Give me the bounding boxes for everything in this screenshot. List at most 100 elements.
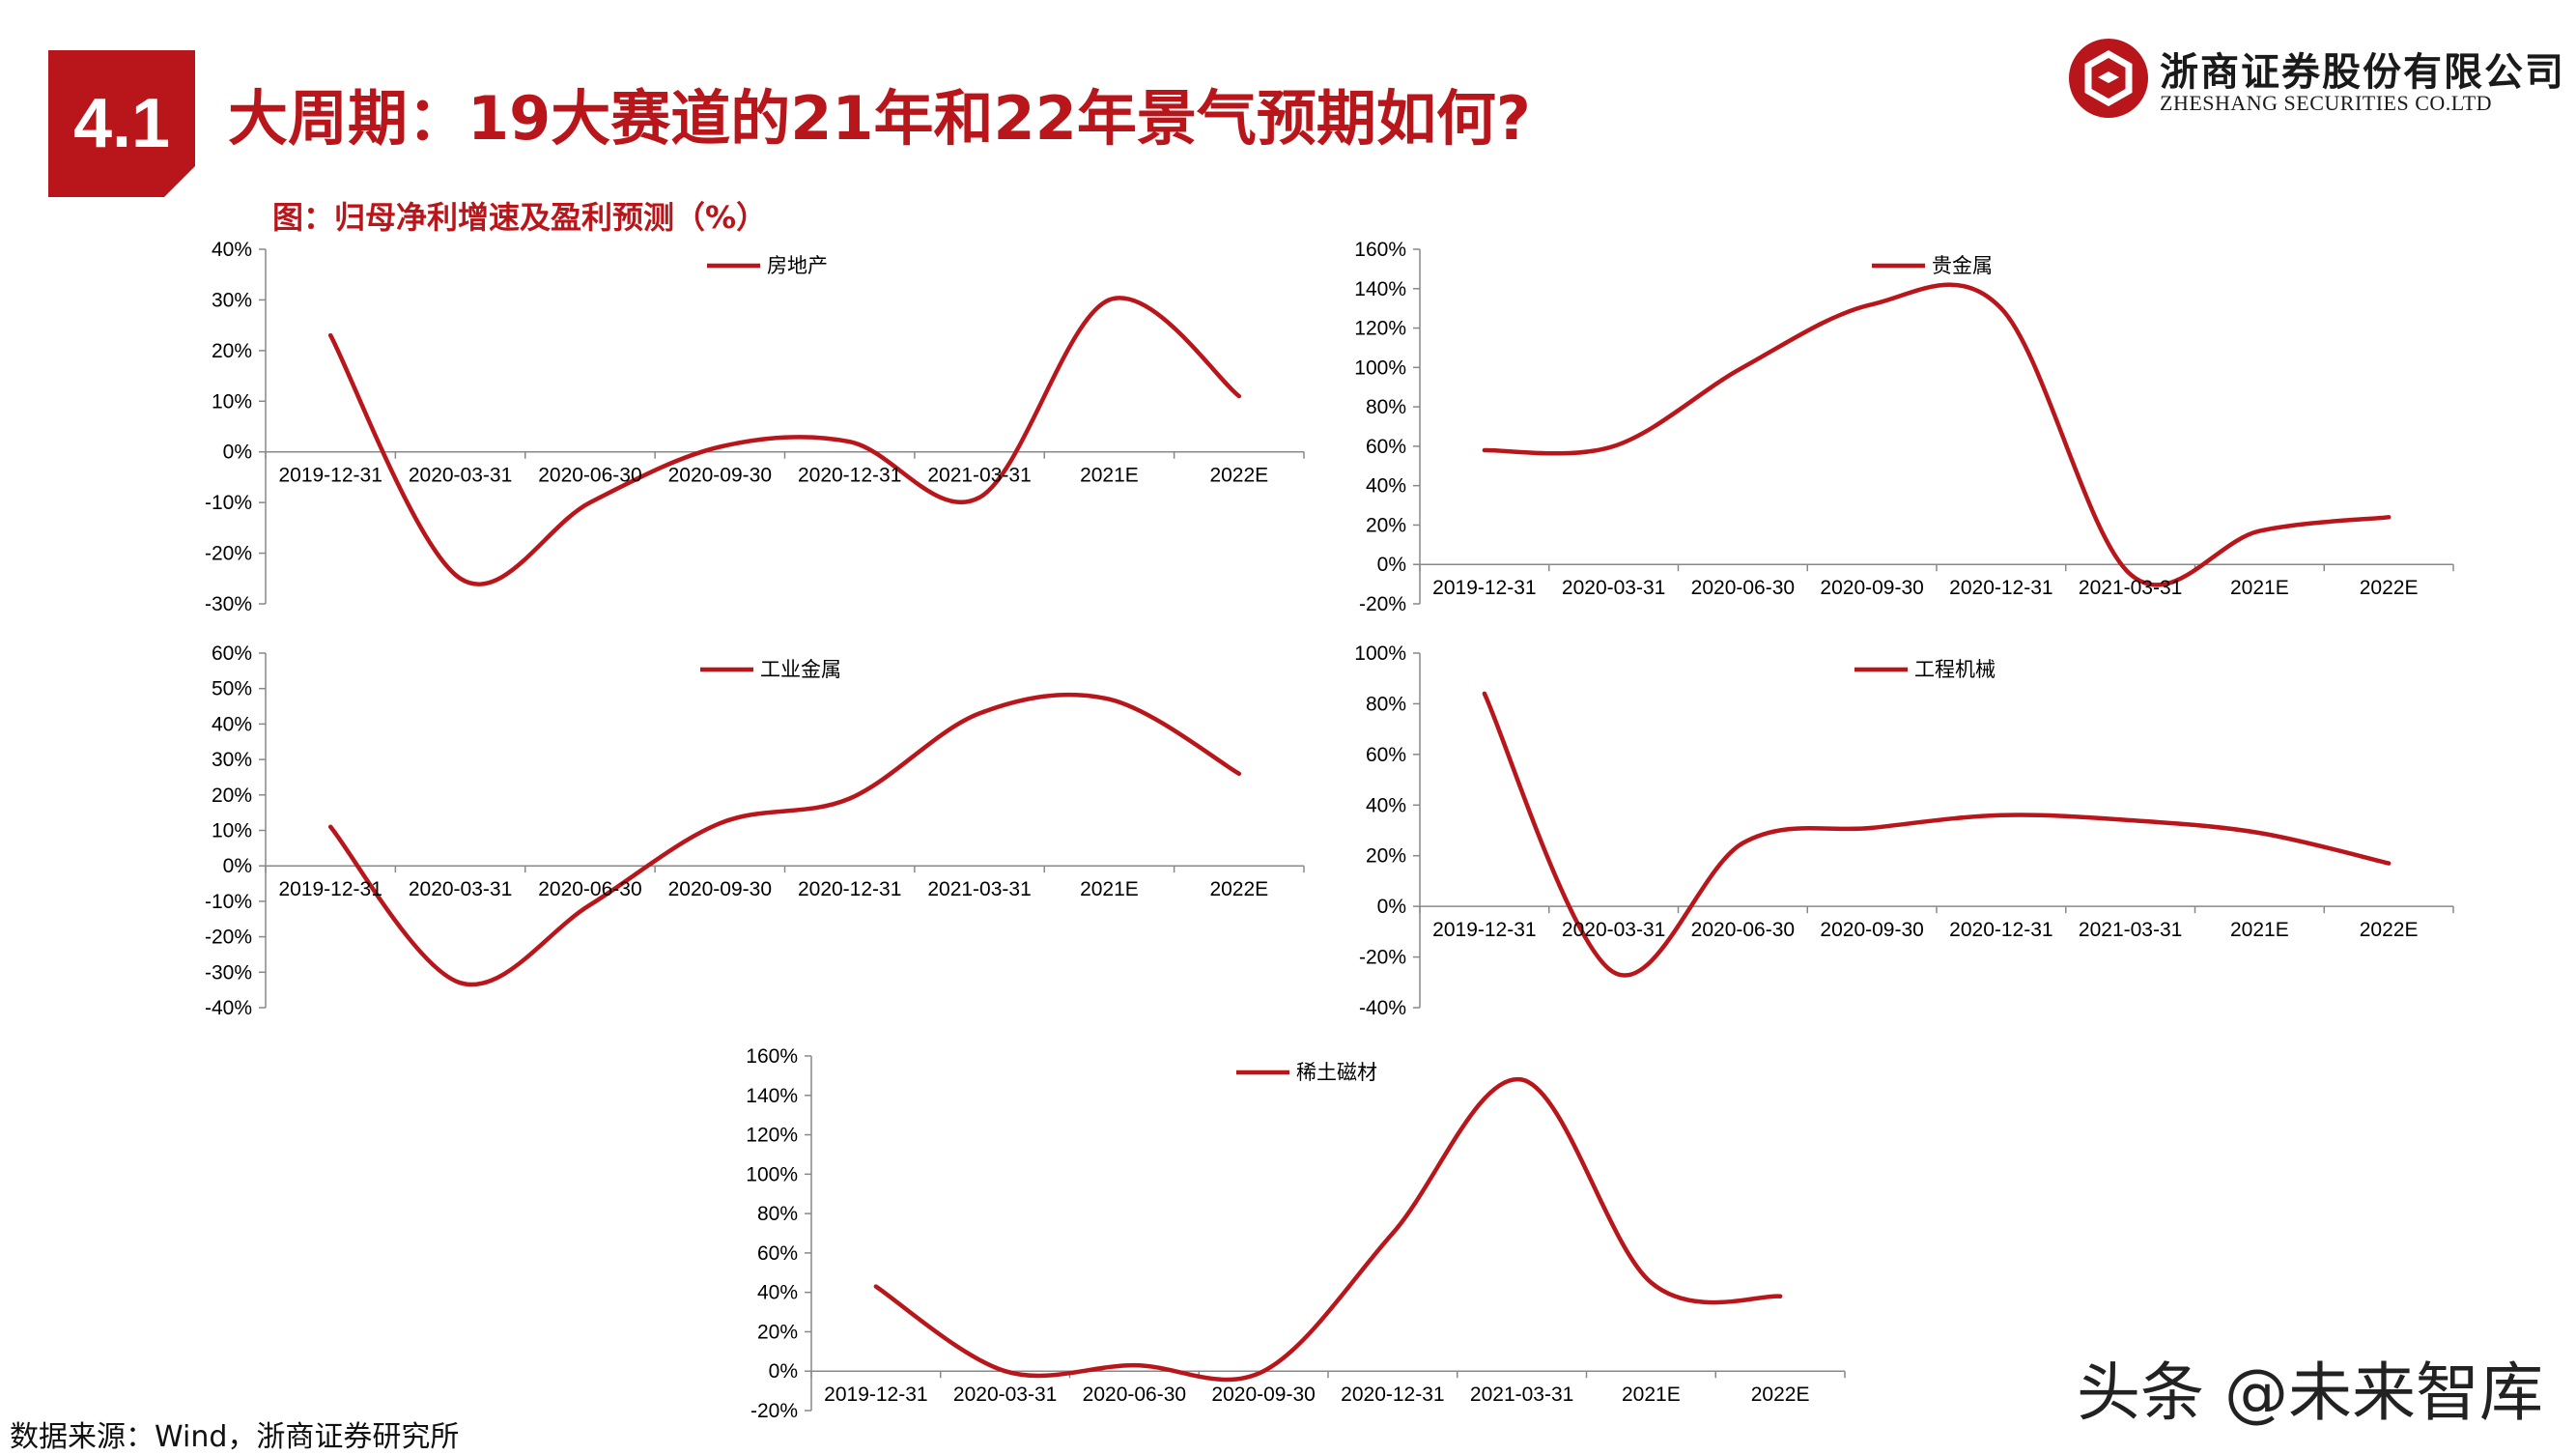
y-tick-label: 30%	[212, 749, 252, 771]
data-point	[1741, 841, 1745, 845]
x-tick-label: 2022E	[2360, 577, 2419, 599]
data-point	[328, 333, 333, 338]
x-tick-label: 2022E	[1209, 878, 1268, 900]
y-tick-label: -20%	[205, 927, 252, 949]
legend-label: 工业金属	[760, 659, 841, 681]
y-tick-label: 30%	[212, 289, 252, 311]
data-point	[2387, 515, 2392, 520]
data-point	[1132, 1363, 1137, 1368]
x-tick-label: 2020-12-31	[1949, 919, 2052, 941]
brand-name-en: ZHESHANG SECURITIES CO.LTD	[2160, 91, 2493, 115]
x-tick-label: 2020-09-30	[1820, 577, 1923, 599]
y-tick-label: 160%	[746, 1045, 798, 1068]
x-tick-label: 2021-03-31	[927, 878, 1031, 900]
data-point	[1998, 813, 2003, 817]
y-tick-label: -10%	[205, 891, 252, 913]
y-tick-label: 40%	[1366, 475, 1406, 498]
x-tick-label: 2019-12-31	[278, 878, 382, 900]
data-point	[1107, 697, 1112, 701]
x-tick-label: 2022E	[1751, 1384, 1810, 1406]
y-tick-label: 20%	[757, 1321, 798, 1343]
series-line	[873, 1077, 1783, 1383]
x-tick-label: 2020-06-30	[1083, 1384, 1186, 1406]
x-tick-label: 2019-12-31	[1432, 577, 1536, 599]
x-tick-label: 2020-06-30	[538, 878, 641, 900]
y-tick-label: -30%	[205, 593, 252, 615]
x-tick-label: 2020-09-30	[1211, 1384, 1315, 1406]
y-tick-label: 80%	[757, 1203, 798, 1225]
data-point	[1778, 1294, 1783, 1298]
data-point	[847, 796, 852, 801]
section-number-badge: 4.1	[48, 50, 195, 197]
x-tick-label: 2020-03-31	[1562, 919, 1665, 941]
brand-logo: 浙商证券股份有限公司 ZHESHANG SECURITIES CO.LTD	[2067, 37, 2563, 124]
data-point	[587, 500, 592, 505]
x-tick-label: 2020-09-30	[668, 878, 772, 900]
y-tick-label: 0%	[769, 1360, 798, 1383]
y-tick-label: 0%	[223, 442, 252, 464]
x-tick-label: 2022E	[2360, 919, 2419, 941]
chart-precious-metals: -20% 0% 20% 40% 60% 80% 100% 120% 140% 160% 2019-1…	[1354, 239, 2454, 615]
y-tick-label: 10%	[212, 390, 252, 413]
x-tick-label: 2019-12-31	[1432, 919, 1536, 941]
data-point	[1482, 447, 1486, 452]
y-tick-label: 100%	[1354, 357, 1406, 379]
y-tick-label: 20%	[212, 340, 252, 362]
y-tick-label: -20%	[750, 1400, 798, 1422]
data-point	[2387, 861, 2392, 866]
zheshang-logo-icon	[2069, 39, 2148, 118]
data-point	[847, 440, 852, 444]
y-tick-label: 0%	[1377, 896, 1406, 918]
x-tick-label: 2021-03-31	[1470, 1384, 1573, 1406]
page-title: 大周期：19大赛道的21年和22年景气预期如何?	[228, 83, 1531, 154]
x-tick-label: 2021-03-31	[2079, 577, 2182, 599]
data-point	[977, 495, 982, 499]
y-tick-label: -20%	[1359, 593, 1406, 615]
y-tick-label: 40%	[1366, 794, 1406, 816]
y-tick-label: 20%	[1366, 514, 1406, 536]
data-point	[718, 444, 722, 449]
data-point	[1998, 306, 2003, 311]
x-tick-label: 2020-03-31	[409, 878, 512, 900]
data-point	[458, 981, 463, 985]
y-tick-label: 120%	[1354, 318, 1406, 340]
data-point	[1870, 302, 1875, 307]
y-tick-label: 80%	[1366, 396, 1406, 418]
data-point	[1107, 298, 1112, 302]
x-tick-label: 2021E	[1080, 878, 1139, 900]
data-point	[1390, 1231, 1395, 1236]
x-tick-label: 2020-03-31	[409, 465, 512, 487]
data-point	[977, 711, 982, 716]
data-point	[2257, 831, 2262, 836]
data-point	[587, 902, 592, 907]
figure-title: 图：归母净利增速及盈利预测（%）	[272, 199, 768, 236]
y-tick-label: 50%	[212, 678, 252, 700]
x-tick-label: 2021E	[1080, 465, 1139, 487]
y-tick-label: 60%	[1366, 744, 1406, 766]
legend-label: 稀土磁材	[1296, 1062, 1377, 1084]
y-tick-label: 40%	[212, 713, 252, 735]
x-tick-label: 2019-12-31	[824, 1384, 927, 1406]
x-tick-label: 2020-06-30	[1691, 919, 1795, 941]
y-tick-label: 120%	[746, 1125, 798, 1147]
y-tick-label: 140%	[1354, 278, 1406, 300]
y-tick-label: 80%	[1366, 693, 1406, 715]
data-point	[1236, 394, 1241, 399]
data-point	[1649, 1280, 1654, 1285]
x-tick-label: 2020-06-30	[538, 465, 641, 487]
y-tick-label: 40%	[212, 239, 252, 261]
data-point	[1870, 825, 1875, 830]
series-line	[1482, 282, 2392, 587]
x-tick-label: 2020-03-31	[953, 1384, 1057, 1406]
data-point	[1236, 771, 1241, 776]
y-tick-label: 20%	[212, 785, 252, 807]
data-point	[1261, 1369, 1266, 1374]
y-tick-label: 160%	[1354, 239, 1406, 261]
data-point	[1611, 970, 1616, 975]
x-tick-label: 2020-06-30	[1691, 577, 1795, 599]
x-tick-label: 2020-12-31	[1949, 577, 2052, 599]
y-tick-label: -30%	[205, 961, 252, 984]
legend-label: 工程机械	[1914, 659, 1996, 681]
x-tick-label: 2020-03-31	[1562, 577, 1665, 599]
chart-industrial-metals: -40% -30% -20% -10% 0% 10% 20% 30% 40% 50% 60% 2019…	[205, 642, 1305, 1019]
